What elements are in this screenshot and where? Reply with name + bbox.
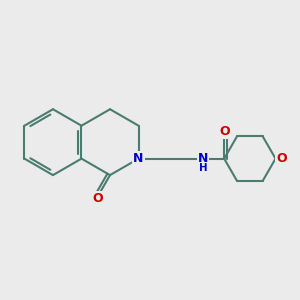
Text: H: H — [199, 163, 208, 173]
Text: N: N — [198, 152, 208, 165]
Text: O: O — [220, 125, 230, 138]
Text: O: O — [92, 192, 103, 205]
Text: O: O — [276, 152, 287, 165]
Text: N: N — [134, 152, 144, 165]
